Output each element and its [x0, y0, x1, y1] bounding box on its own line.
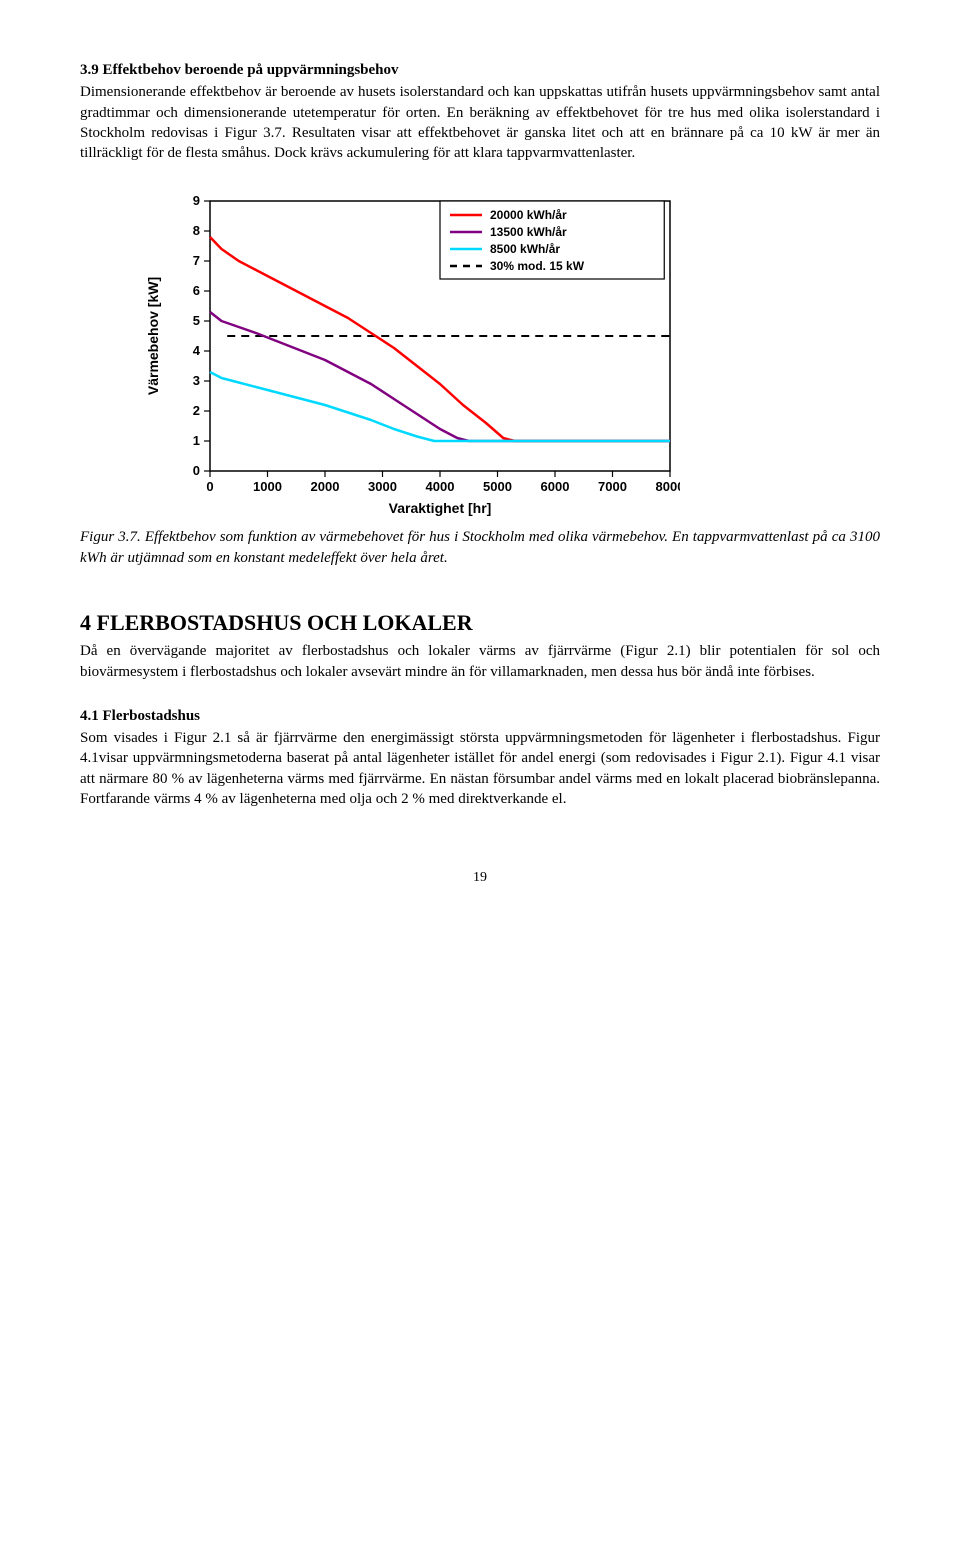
para-3-9: Dimensionerande effektbehov är beroende …	[80, 82, 880, 163]
effektbehov-chart: 0 1 2 3 4 5 6 7 8 9 0 1000 2000 3000 4000 5000 6000 7000 8…	[140, 191, 880, 521]
heading-3-9: 3.9 Effektbehov beroende på uppvärmnings…	[80, 60, 880, 80]
svg-text:0: 0	[206, 479, 213, 494]
svg-text:30% mod. 15 kW: 30% mod. 15 kW	[490, 259, 585, 273]
svg-text:2: 2	[193, 403, 200, 418]
svg-text:7: 7	[193, 253, 200, 268]
svg-text:13500 kWh/år: 13500 kWh/år	[490, 225, 567, 239]
svg-text:8000: 8000	[656, 479, 680, 494]
svg-text:5: 5	[193, 313, 200, 328]
figure-caption-3-7: Figur 3.7. Effektbehov som funktion av v…	[80, 527, 880, 568]
para-4-1: Som visades i Figur 2.1 så är fjärrvärme…	[80, 728, 880, 809]
svg-text:6000: 6000	[541, 479, 570, 494]
svg-text:4: 4	[193, 343, 201, 358]
svg-text:8: 8	[193, 223, 200, 238]
svg-text:Värmebehov [kW]: Värmebehov [kW]	[145, 277, 161, 395]
heading-4-1: 4.1 Flerbostadshus	[80, 706, 880, 726]
heading-4: 4 FLERBOSTADSHUS OCH LOKALER	[80, 608, 880, 638]
svg-text:9: 9	[193, 193, 200, 208]
para-4: Då en övervägande majoritet av flerbosta…	[80, 641, 880, 682]
svg-text:7000: 7000	[598, 479, 627, 494]
svg-text:3000: 3000	[368, 479, 397, 494]
svg-text:Varaktighet [hr]: Varaktighet [hr]	[389, 500, 492, 516]
page-number: 19	[80, 869, 880, 888]
svg-text:2000: 2000	[311, 479, 340, 494]
svg-text:5000: 5000	[483, 479, 512, 494]
svg-text:1000: 1000	[253, 479, 282, 494]
svg-text:8500 kWh/år: 8500 kWh/år	[490, 242, 560, 256]
svg-text:4000: 4000	[426, 479, 455, 494]
svg-text:6: 6	[193, 283, 200, 298]
svg-text:20000 kWh/år: 20000 kWh/år	[490, 208, 567, 222]
svg-text:3: 3	[193, 373, 200, 388]
svg-text:1: 1	[193, 433, 200, 448]
svg-text:0: 0	[193, 463, 200, 478]
